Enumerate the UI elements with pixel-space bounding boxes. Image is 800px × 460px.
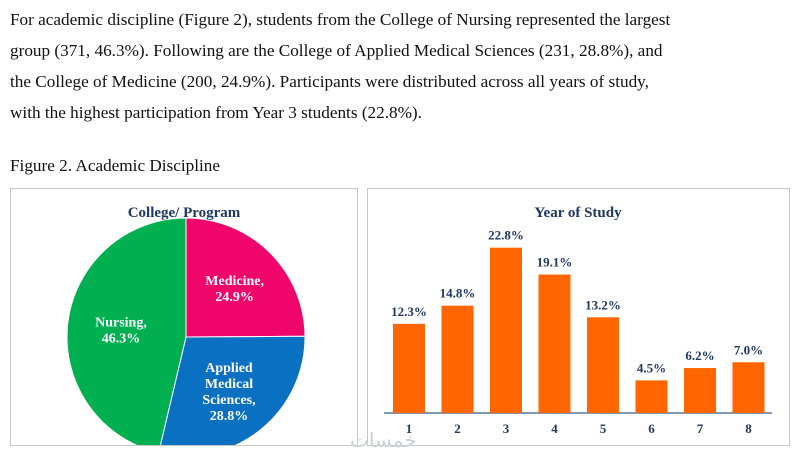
bar-chart-title: Year of Study bbox=[534, 205, 622, 221]
bar-data-label: 22.8% bbox=[488, 228, 524, 243]
pie-slice-label: Applied Medical Sciences, 28.8% bbox=[202, 361, 255, 424]
x-tick-label: 4 bbox=[551, 421, 558, 436]
bar-data-label: 12.3% bbox=[391, 304, 427, 319]
pie-slice-label-line: Medical bbox=[205, 377, 253, 392]
pie-slice-label-line: 46.3% bbox=[102, 331, 141, 346]
x-tick-label: 2 bbox=[454, 421, 461, 436]
paragraph-line: with the highest participation from Year… bbox=[10, 103, 422, 122]
bar-year-4 bbox=[538, 274, 571, 413]
x-tick-label: 1 bbox=[406, 421, 413, 436]
bar-year-6 bbox=[635, 380, 668, 413]
paragraph-line: For academic discipline (Figure 2), stud… bbox=[10, 10, 671, 29]
bar-chart-panel: Year of Study 12.3% 14.8% 22.8% 19.1% 13.2% 4… bbox=[367, 188, 790, 446]
pie-chart: College/ Program Medicine, 24.9%Applied Me… bbox=[66, 205, 306, 457]
bar-year-2 bbox=[441, 305, 474, 413]
pie-slice-label-line: Sciences, bbox=[202, 393, 255, 408]
x-tick-label: 7 bbox=[697, 421, 704, 436]
pie-chart-title: College/ Program bbox=[128, 205, 241, 221]
pie-slice-label: Nursing, 46.3% bbox=[95, 315, 147, 346]
pie-slice-label-line: Nursing, bbox=[95, 315, 147, 330]
pie-slice-medicine bbox=[185, 217, 306, 338]
paragraph-line: group (371, 46.3%). Following are the Co… bbox=[10, 41, 663, 60]
watermark-text: خمسات bbox=[350, 428, 417, 452]
bar-chart: Year of Study 12.3% 14.8% 22.8% 19.1% 13.2% 4… bbox=[384, 205, 772, 436]
figure-caption: Figure 2. Academic Discipline bbox=[10, 156, 221, 175]
bar-data-label: 13.2% bbox=[585, 297, 621, 312]
bar-year-7 bbox=[684, 368, 716, 413]
bar-year-8 bbox=[732, 362, 765, 413]
pie-chart-panel: College/ Program Medicine, 24.9% Applied Me… bbox=[10, 188, 358, 457]
pie-slice-label: Medicine, 24.9% bbox=[205, 274, 264, 305]
bar-year-3 bbox=[490, 247, 522, 413]
pie-slice-label-line: Medicine, bbox=[205, 274, 264, 289]
bar-data-label: 19.1% bbox=[537, 255, 573, 270]
x-tick-label: 3 bbox=[503, 421, 510, 436]
pie-slice-label-line: 24.9% bbox=[215, 290, 254, 305]
pie-slice-nursing bbox=[66, 217, 187, 454]
bar-year-5 bbox=[587, 317, 619, 413]
bar-data-label: 14.8% bbox=[440, 286, 476, 301]
bar-data-label: 6.2% bbox=[685, 348, 714, 363]
pie-slice-label-line: Applied bbox=[205, 361, 253, 376]
x-tick-label: 6 bbox=[648, 421, 655, 436]
bar-data-label: 4.5% bbox=[637, 360, 666, 375]
paragraph-line: the College of Medicine (200, 24.9%). Pa… bbox=[10, 72, 649, 91]
x-tick-label: 5 bbox=[600, 421, 607, 436]
pie-slice-label-line: 28.8% bbox=[210, 409, 249, 424]
bar-year-1 bbox=[393, 323, 425, 413]
bar-data-label: 7.0% bbox=[734, 342, 763, 357]
x-tick-label: 8 bbox=[745, 421, 752, 436]
body-paragraph: For academic discipline (Figure 2), stud… bbox=[10, 4, 790, 128]
